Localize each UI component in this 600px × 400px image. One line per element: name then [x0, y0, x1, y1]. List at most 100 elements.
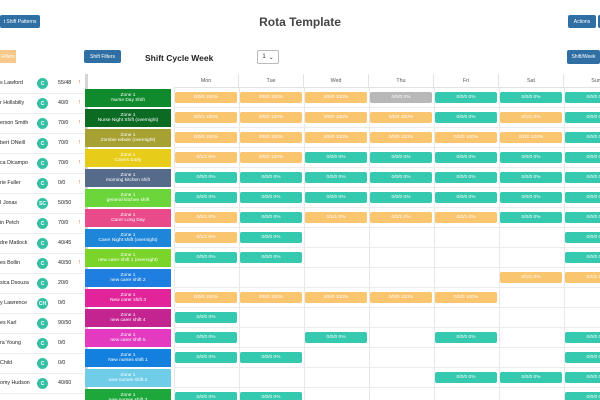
avatar[interactable]: C: [37, 78, 48, 89]
shift-label[interactable]: Zone 1 Nurse Day Shift: [85, 89, 171, 107]
staff-row[interactable]: erson Smith C 70/0!: [0, 114, 85, 134]
shift-cell[interactable]: 0/0/0 0%: [565, 132, 600, 143]
shift-cell[interactable]: 0/0/0 100%: [240, 132, 302, 143]
avatar[interactable]: C: [37, 358, 48, 369]
shift-label[interactable]: Zone 1 morning kitchen shift: [85, 169, 171, 187]
shift-cell[interactable]: 0/0/0 0%: [175, 312, 237, 323]
shift-cell[interactable]: 0/0/0 0%: [565, 172, 600, 183]
shift-cell[interactable]: 0/0/0 100%: [305, 92, 367, 103]
shift-cell[interactable]: 0/0/0 100%: [435, 132, 497, 143]
actions-extra-button[interactable]: [598, 15, 600, 28]
shift-cell[interactable]: 0/0/0 100%: [175, 132, 237, 143]
shift-cell[interactable]: 0/0/0 0%: [175, 392, 237, 400]
shift-cell[interactable]: 0/0/0 100%: [500, 132, 562, 143]
shift-cell[interactable]: 0/0/0 100%: [240, 152, 302, 163]
shift-cell[interactable]: 0/0/0 0%: [500, 92, 562, 103]
shift-cell[interactable]: 0/0/0 0%: [370, 172, 432, 183]
staff-row[interactable]: Child C 0/0: [0, 354, 85, 374]
shift-cell[interactable]: 0/1/1 0%: [500, 272, 562, 283]
shift-label[interactable]: Zone 1 New carer shift 3: [85, 289, 171, 307]
shift-cell[interactable]: 0/0/0 100%: [370, 132, 432, 143]
shift-cell[interactable]: 0/0/0 0%: [565, 92, 600, 103]
shift-cell[interactable]: 0/0/1 0%: [175, 212, 237, 223]
avatar[interactable]: C: [37, 158, 48, 169]
staff-row[interactable]: in Petch C 70/0!: [0, 214, 85, 234]
avatar[interactable]: C: [37, 258, 48, 269]
shift-label[interactable]: Zone 1 New nurses shift 1: [85, 349, 171, 367]
staff-row[interactable]: r Hollsbilly C 40/0!: [0, 94, 85, 114]
shift-cell[interactable]: 0/0/0 0%: [565, 352, 600, 363]
shift-cell[interactable]: 0/0/0 100%: [240, 112, 302, 123]
shift-cell[interactable]: 0/0/0 0%: [240, 252, 302, 263]
staff-row[interactable]: sica Dsouza C 20/0: [0, 274, 85, 294]
shift-cell[interactable]: 0/0/0 0%: [500, 212, 562, 223]
shift-cell[interactable]: 0/0/0 100%: [240, 92, 302, 103]
avatar[interactable]: C: [37, 118, 48, 129]
shift-cell[interactable]: 0/0/0 0%: [370, 92, 432, 103]
shift-cell[interactable]: 0/0/1 0%: [370, 212, 432, 223]
shift-cell[interactable]: 0/0/4 200%: [370, 112, 432, 123]
staff-row[interactable]: I Jonas SC 50/50: [0, 194, 85, 214]
staff-row[interactable]: rie Fuller C 0/0!: [0, 174, 85, 194]
side-filter-button[interactable]: Filters: [0, 50, 16, 63]
staff-row[interactable]: y Lawrence CH 0/0: [0, 294, 85, 314]
shift-cell[interactable]: 0/0/0 100%: [370, 292, 432, 303]
staff-row[interactable]: dre Matlock C 40/45: [0, 234, 85, 254]
shift-label[interactable]: Zone 1 Carer Long Day: [85, 209, 171, 227]
shift-cell[interactable]: 0/0/0 0%: [175, 172, 237, 183]
shift-cell[interactable]: 0/0/0 0%: [240, 392, 302, 400]
shift-cell[interactable]: 0/1/1 0%: [565, 272, 600, 283]
shift-cell[interactable]: 0/0/0 100%: [240, 292, 302, 303]
shift-cell[interactable]: 0/0/0 0%: [565, 392, 600, 400]
shift-patterns-button[interactable]: t Shift Patterns: [0, 15, 40, 28]
shift-cell[interactable]: 0/0/1 0%: [435, 212, 497, 223]
shift-cell[interactable]: 0/0/0 0%: [175, 252, 237, 263]
shift-cell[interactable]: 0/0/0 0%: [305, 172, 367, 183]
shift-cell[interactable]: 0/0/0 0%: [175, 352, 237, 363]
shift-label[interactable]: Zone 1 new carer shift 1 (overnight): [85, 249, 171, 267]
avatar[interactable]: C: [37, 218, 48, 229]
shift-cell[interactable]: 0/0/0 100%: [305, 112, 367, 123]
shift-label[interactable]: Zone 1 new carer shift 5: [85, 329, 171, 347]
shift-cell[interactable]: 0/0/0 100%: [305, 132, 367, 143]
avatar[interactable]: C: [37, 178, 48, 189]
shift-cell[interactable]: 0/0/0 0%: [565, 212, 600, 223]
shift-cell[interactable]: 0/0/0 0%: [305, 192, 367, 203]
avatar[interactable]: CH: [37, 298, 48, 309]
avatar[interactable]: C: [37, 138, 48, 149]
shift-cell[interactable]: 0/0/0 0%: [565, 252, 600, 263]
staff-row[interactable]: omy Hudson C 40/60: [0, 374, 85, 394]
avatar[interactable]: C: [37, 378, 48, 389]
shift-cell[interactable]: 0/0/0 0%: [565, 372, 600, 383]
shift-cell[interactable]: 0/0/0 0%: [565, 192, 600, 203]
shift-cell[interactable]: 0/0/0 0%: [435, 112, 497, 123]
shift-cell[interactable]: 0/0/0 0%: [565, 332, 600, 343]
shift-label[interactable]: Zone 1 new carer shift 4: [85, 309, 171, 327]
staff-row[interactable]: ra Young C 0/0: [0, 334, 85, 354]
shift-cell[interactable]: 0/0/0 0%: [435, 332, 497, 343]
shift-cell[interactable]: 0/0/0 0%: [240, 192, 302, 203]
shift-cell[interactable]: 0/1/1 0%: [305, 212, 367, 223]
shift-filters-button[interactable]: Shift Filters: [84, 50, 121, 63]
avatar[interactable]: C: [37, 318, 48, 329]
shift-cell[interactable]: 0/0/0 0%: [240, 212, 302, 223]
staff-row[interactable]: es Bollin C 40/50!: [0, 254, 85, 274]
shift-cell[interactable]: 0/0/0 0%: [435, 372, 497, 383]
shift-cell[interactable]: 0/0/0 0%: [435, 172, 497, 183]
shift-cell[interactable]: 0/0/0 0%: [305, 152, 367, 163]
shift-cell[interactable]: 0/0/0 0%: [565, 112, 600, 123]
shift-cell[interactable]: 0/1/1 0%: [175, 232, 237, 243]
avatar[interactable]: C: [37, 98, 48, 109]
shift-label[interactable]: Zone 1 general kitchen shift: [85, 189, 171, 207]
shift-label[interactable]: Zone 1 new carer shift 2: [85, 269, 171, 287]
shift-cell[interactable]: 0/0/0 0%: [500, 172, 562, 183]
shift-cell[interactable]: 0/0/0 0%: [370, 152, 432, 163]
shift-cell[interactable]: 0/0/0 0%: [435, 152, 497, 163]
staff-row[interactable]: s Lawford C 55/48!: [0, 74, 85, 94]
shift-cell[interactable]: 0/1/1 0%: [175, 152, 237, 163]
shift-label[interactable]: Zone 1 Nurse Night Shift (overnight): [85, 109, 171, 127]
staff-row[interactable]: bert ONeill C 70/0!: [0, 134, 85, 154]
avatar[interactable]: SC: [37, 198, 48, 209]
shift-label[interactable]: Zone 1 new nurses shift 2: [85, 369, 171, 387]
